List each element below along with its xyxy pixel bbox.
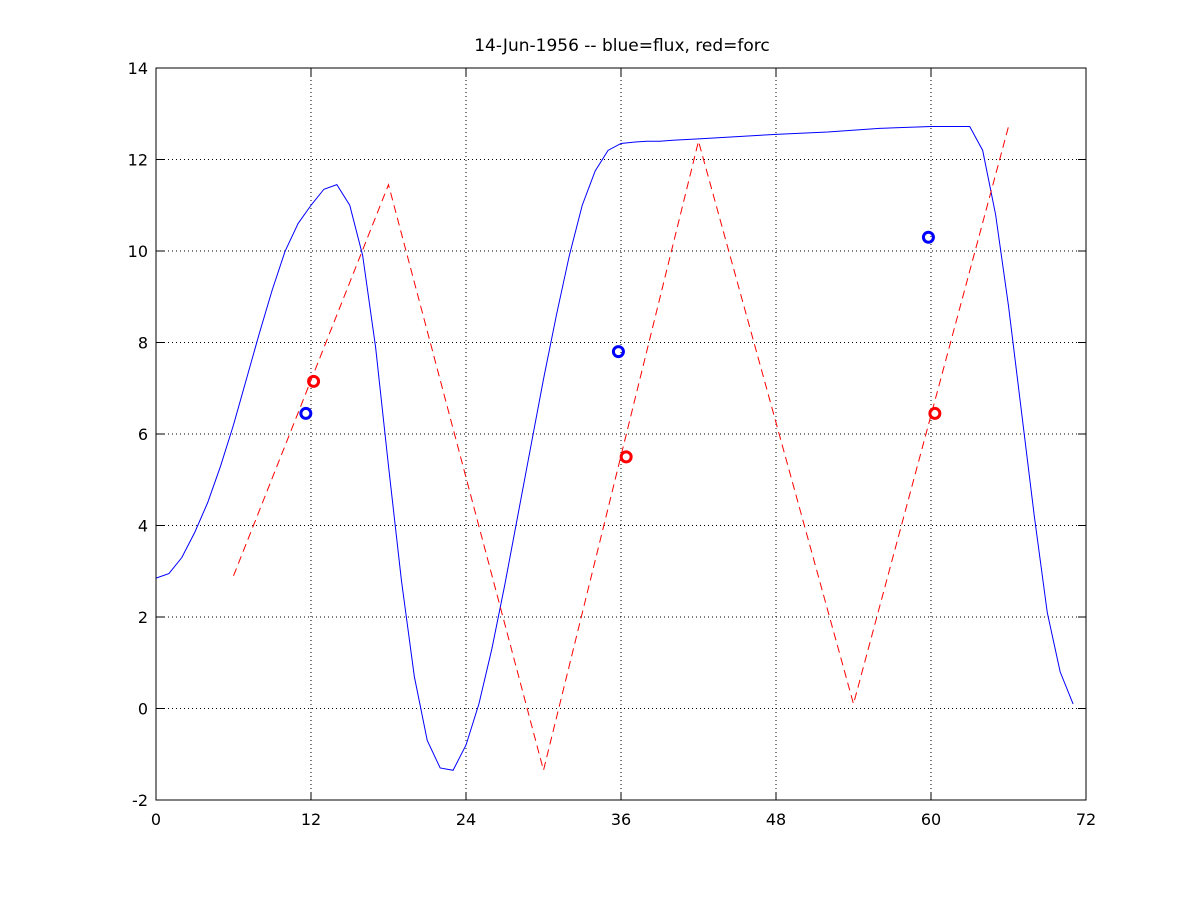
grid [156, 68, 1086, 800]
x-tick-label: 60 [921, 810, 941, 829]
x-tick-label: 72 [1076, 810, 1096, 829]
y-tick-label: 2 [138, 608, 148, 627]
y-tick-label: 4 [138, 517, 148, 536]
series-layer [155, 126, 1074, 771]
y-tick-label: 12 [128, 151, 148, 170]
x-tick-label: 0 [151, 810, 161, 829]
x-tick-label: 36 [611, 810, 631, 829]
x-tick-label: 24 [456, 810, 476, 829]
y-tick-label: 8 [138, 334, 148, 353]
y-tick-label: 0 [138, 700, 148, 719]
forc-series-line [233, 126, 1009, 771]
marker-layer [299, 230, 942, 464]
flux-marker [611, 345, 625, 359]
flux-marker [921, 230, 935, 244]
forc-marker [307, 374, 321, 388]
flux-marker [299, 406, 313, 420]
flux-series-line [155, 126, 1074, 771]
x-tick-label: 12 [301, 810, 321, 829]
forc-marker [928, 406, 942, 420]
y-tick-label: 6 [138, 425, 148, 444]
forc-marker [619, 450, 633, 464]
x-tick-label: 48 [766, 810, 786, 829]
chart-title: 14-Jun-1956 -- blue=flux, red=forc [474, 36, 770, 56]
y-tick-label: 10 [128, 242, 148, 261]
y-tick-label: 14 [128, 59, 148, 78]
y-tick-label: -2 [132, 791, 148, 810]
